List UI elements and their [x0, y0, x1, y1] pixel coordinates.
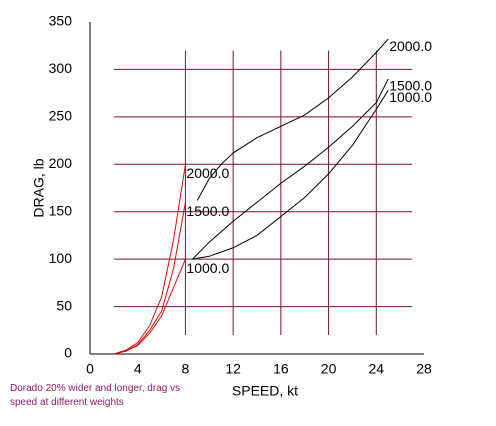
y-tick-label: 0	[64, 345, 72, 361]
x-tick-label: 24	[368, 361, 384, 377]
x-tick-label: 8	[182, 361, 190, 377]
series-label: 2000.0	[389, 38, 432, 54]
y-axis-label: DRAG, lb	[31, 158, 47, 217]
y-tick-label: 200	[49, 155, 73, 171]
y-tick-label: 300	[49, 60, 73, 76]
series-label: 1500.0	[186, 203, 229, 219]
x-tick-label: 12	[225, 361, 241, 377]
x-tick-label: 16	[273, 361, 289, 377]
series-label: 1000.0	[186, 260, 229, 276]
x-tick-label: 4	[134, 361, 142, 377]
series-label: 1500.0	[389, 78, 432, 94]
x-tick-label: 20	[321, 361, 337, 377]
line-series	[192, 90, 389, 260]
y-tick-label: 250	[49, 108, 73, 124]
series-label: 2000.0	[186, 165, 229, 181]
x-axis-label: SPEED, kt	[232, 383, 298, 399]
y-tick-label: 350	[49, 13, 73, 29]
line-series	[113, 164, 186, 355]
series-label: 1000.0	[389, 89, 432, 105]
caption: Dorado 20% wider and longer, drag vs spe…	[10, 383, 181, 408]
x-tick-label: 0	[86, 361, 94, 377]
line-series	[192, 78, 389, 260]
x-tick-label: 28	[416, 361, 432, 377]
y-tick-label: 50	[56, 297, 72, 313]
y-tick-label: 100	[49, 250, 73, 266]
line-series	[113, 202, 186, 355]
line-series	[196, 38, 389, 201]
line-series	[113, 258, 186, 355]
y-tick-label: 150	[49, 202, 73, 218]
